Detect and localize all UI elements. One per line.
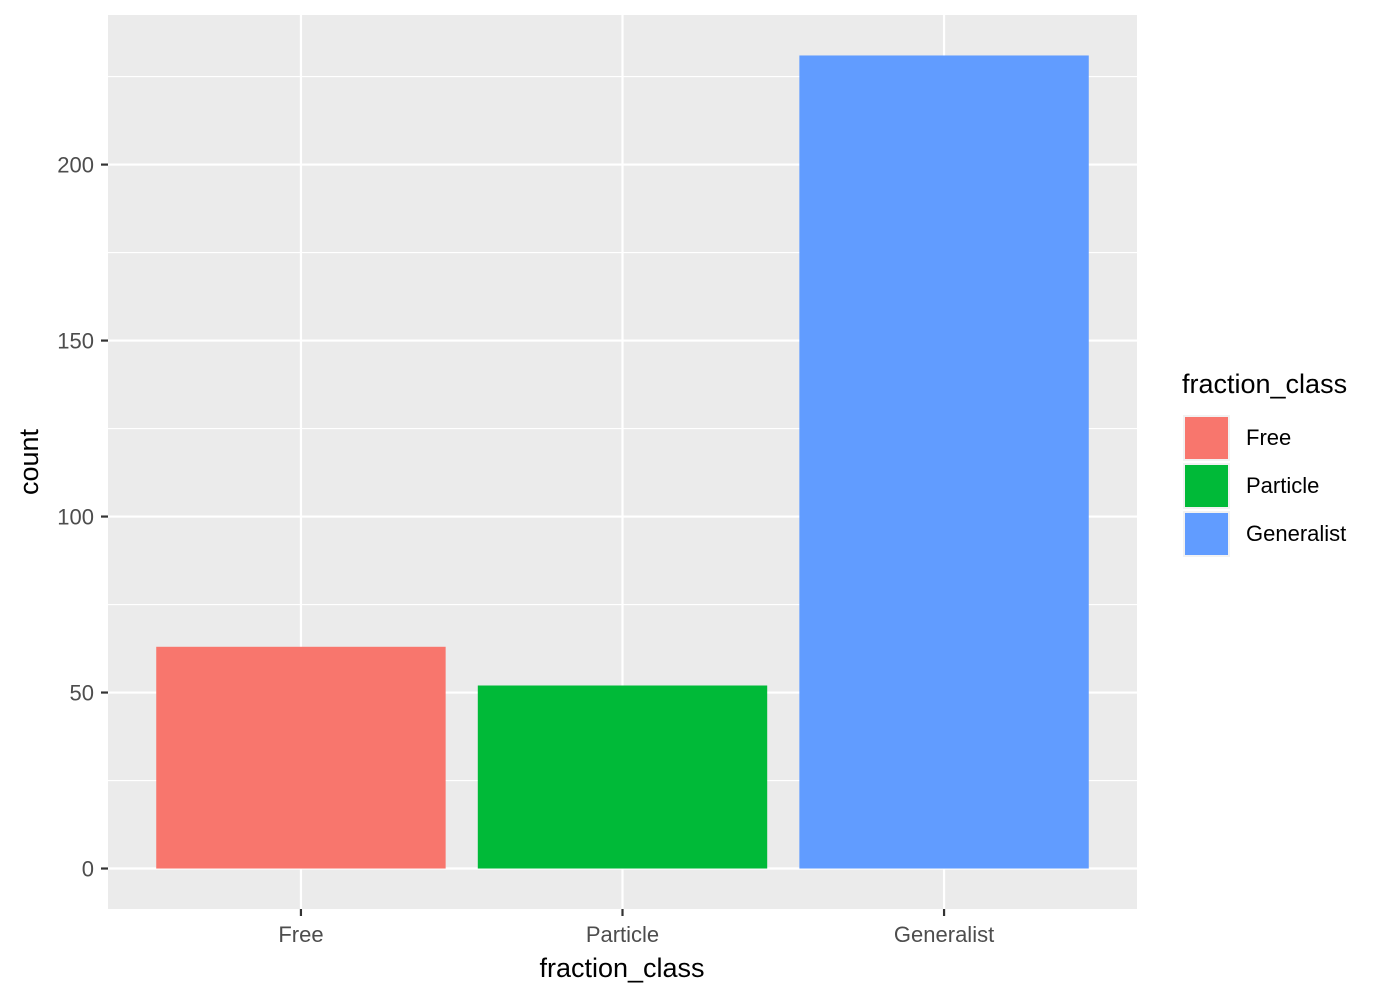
x-axis-title: fraction_class [539, 953, 704, 983]
y-tick-label: 100 [57, 505, 94, 530]
bars [156, 55, 1089, 869]
bar-generalist [799, 55, 1089, 869]
legend-swatch-free [1185, 417, 1228, 459]
y-axis-title: count [14, 428, 44, 495]
x-tick-label: Particle [586, 922, 659, 947]
legend-label-free: Free [1246, 425, 1291, 450]
legend-label-particle: Particle [1246, 473, 1319, 498]
bar-free [156, 646, 446, 869]
legend-title: fraction_class [1182, 369, 1347, 399]
y-tick-label: 0 [82, 857, 94, 882]
y-axis: 0 50 100 150 200 [57, 153, 108, 882]
legend-swatch-particle [1185, 465, 1228, 507]
legend: fraction_class Free Particle Generalist [1182, 369, 1347, 557]
y-tick-label: 50 [70, 681, 94, 706]
y-tick-label: 200 [57, 153, 94, 178]
legend-items: Free Particle Generalist [1183, 415, 1346, 557]
x-tick-label: Free [278, 922, 323, 947]
x-axis: Free Particle Generalist [278, 909, 994, 947]
x-tick-label: Generalist [894, 922, 994, 947]
y-tick-label: 150 [57, 329, 94, 354]
legend-label-generalist: Generalist [1246, 521, 1346, 546]
bar-particle [477, 685, 768, 869]
legend-swatch-generalist [1185, 513, 1228, 555]
